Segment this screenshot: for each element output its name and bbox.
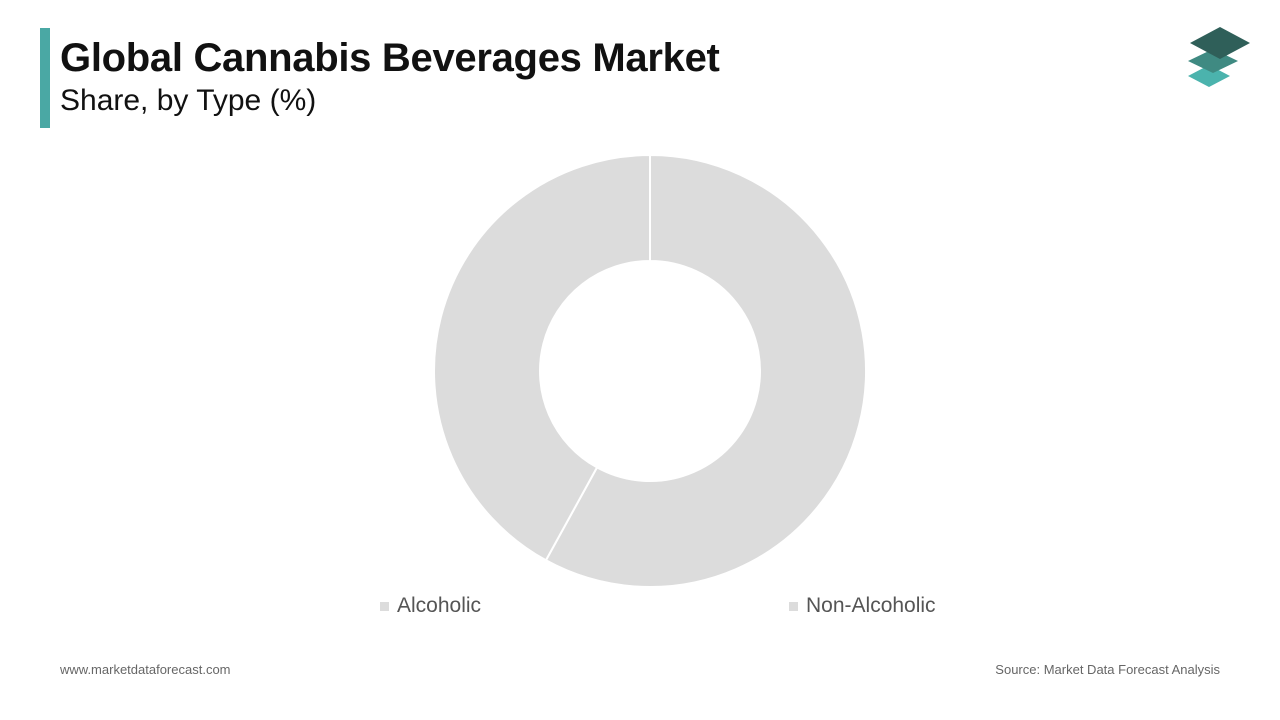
slice-non-alcoholic	[544, 153, 867, 588]
legend-label-alcoholic: Alcoholic	[397, 594, 482, 617]
legend-label-non-alcoholic: Non-Alcoholic	[806, 594, 936, 617]
title-accent-bar	[40, 28, 50, 128]
page-subtitle: Share, by Type (%)	[60, 84, 317, 117]
slice-alcoholic	[433, 153, 651, 562]
footer-source: Source: Market Data Forecast Analysis	[995, 662, 1220, 677]
logo-layer-top	[1190, 27, 1250, 59]
legend-swatch-non-alcoholic	[789, 601, 798, 611]
legend-item-non-alcoholic: Non-Alcoholic	[789, 594, 936, 618]
page-title: Global Cannabis Beverages Market	[60, 36, 720, 80]
logo-layer-bottom	[1188, 65, 1230, 87]
legend-swatch-alcoholic	[380, 601, 389, 611]
legend-item-alcoholic: Alcoholic	[380, 594, 481, 618]
stacked-layers-icon	[1188, 27, 1250, 87]
footer-website: www.marketdataforecast.com	[60, 662, 231, 677]
